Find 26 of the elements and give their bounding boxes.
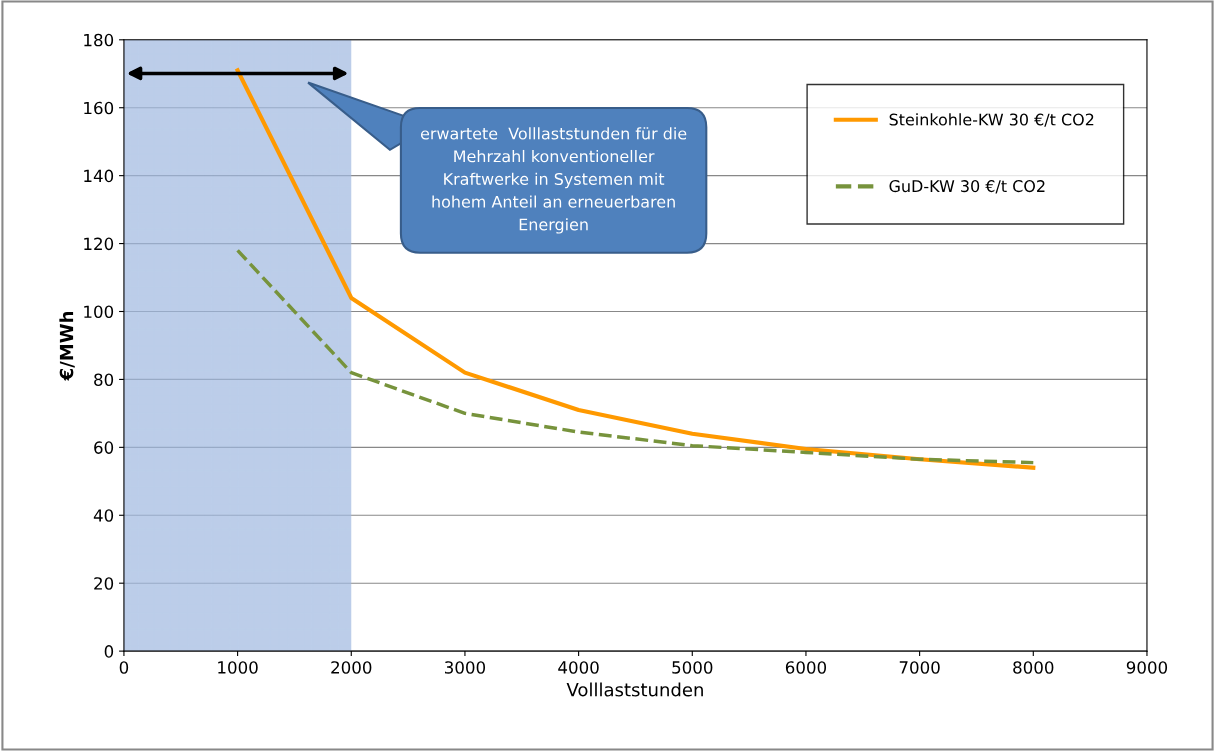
y-tick-label: 80 xyxy=(94,373,114,386)
y-tick-label: 100 xyxy=(84,305,114,319)
line-series xyxy=(235,248,1036,465)
y-tick-label: 0 xyxy=(104,645,114,658)
y-tick-label: 160 xyxy=(84,101,114,115)
y-tick-label: 20 xyxy=(94,577,114,590)
x-tick-label: 3000 xyxy=(445,661,486,674)
y-tick-label: 60 xyxy=(94,441,114,454)
x-tick-label: 8000 xyxy=(1013,661,1054,674)
y-tick-label: 180 xyxy=(84,33,114,47)
y-tick-label: 40 xyxy=(93,509,114,522)
annotation: erwartete Volllaststunden für die Mehrzahl konventioneller Kraftwerke in Systemen mit hohem Anteil an erneuerbaren Energien xyxy=(420,127,687,234)
x-tick-label: 6000 xyxy=(785,661,827,674)
legend-label: Steinkohle-KW 30 €/t CO2 xyxy=(889,113,1094,127)
x-tick-label: 7000 xyxy=(899,661,940,674)
x-tick-label: 1000 xyxy=(218,661,258,674)
y-tick-label: 120 xyxy=(84,237,114,251)
legend-label: GuD-KW 30 €/t CO2 xyxy=(889,180,1045,194)
x-tick-label: 0 xyxy=(119,661,129,674)
y-tick-label: 140 xyxy=(84,169,114,183)
x-tick-label: 5000 xyxy=(672,661,713,674)
x-tick-label: 2000 xyxy=(331,661,372,674)
x-tick-label: 4000 xyxy=(558,661,599,674)
x-tick-label: 9000 xyxy=(1126,661,1168,674)
x-axis-title: Volllaststunden xyxy=(566,682,703,697)
y-axis-title: €/MWh xyxy=(59,311,75,381)
